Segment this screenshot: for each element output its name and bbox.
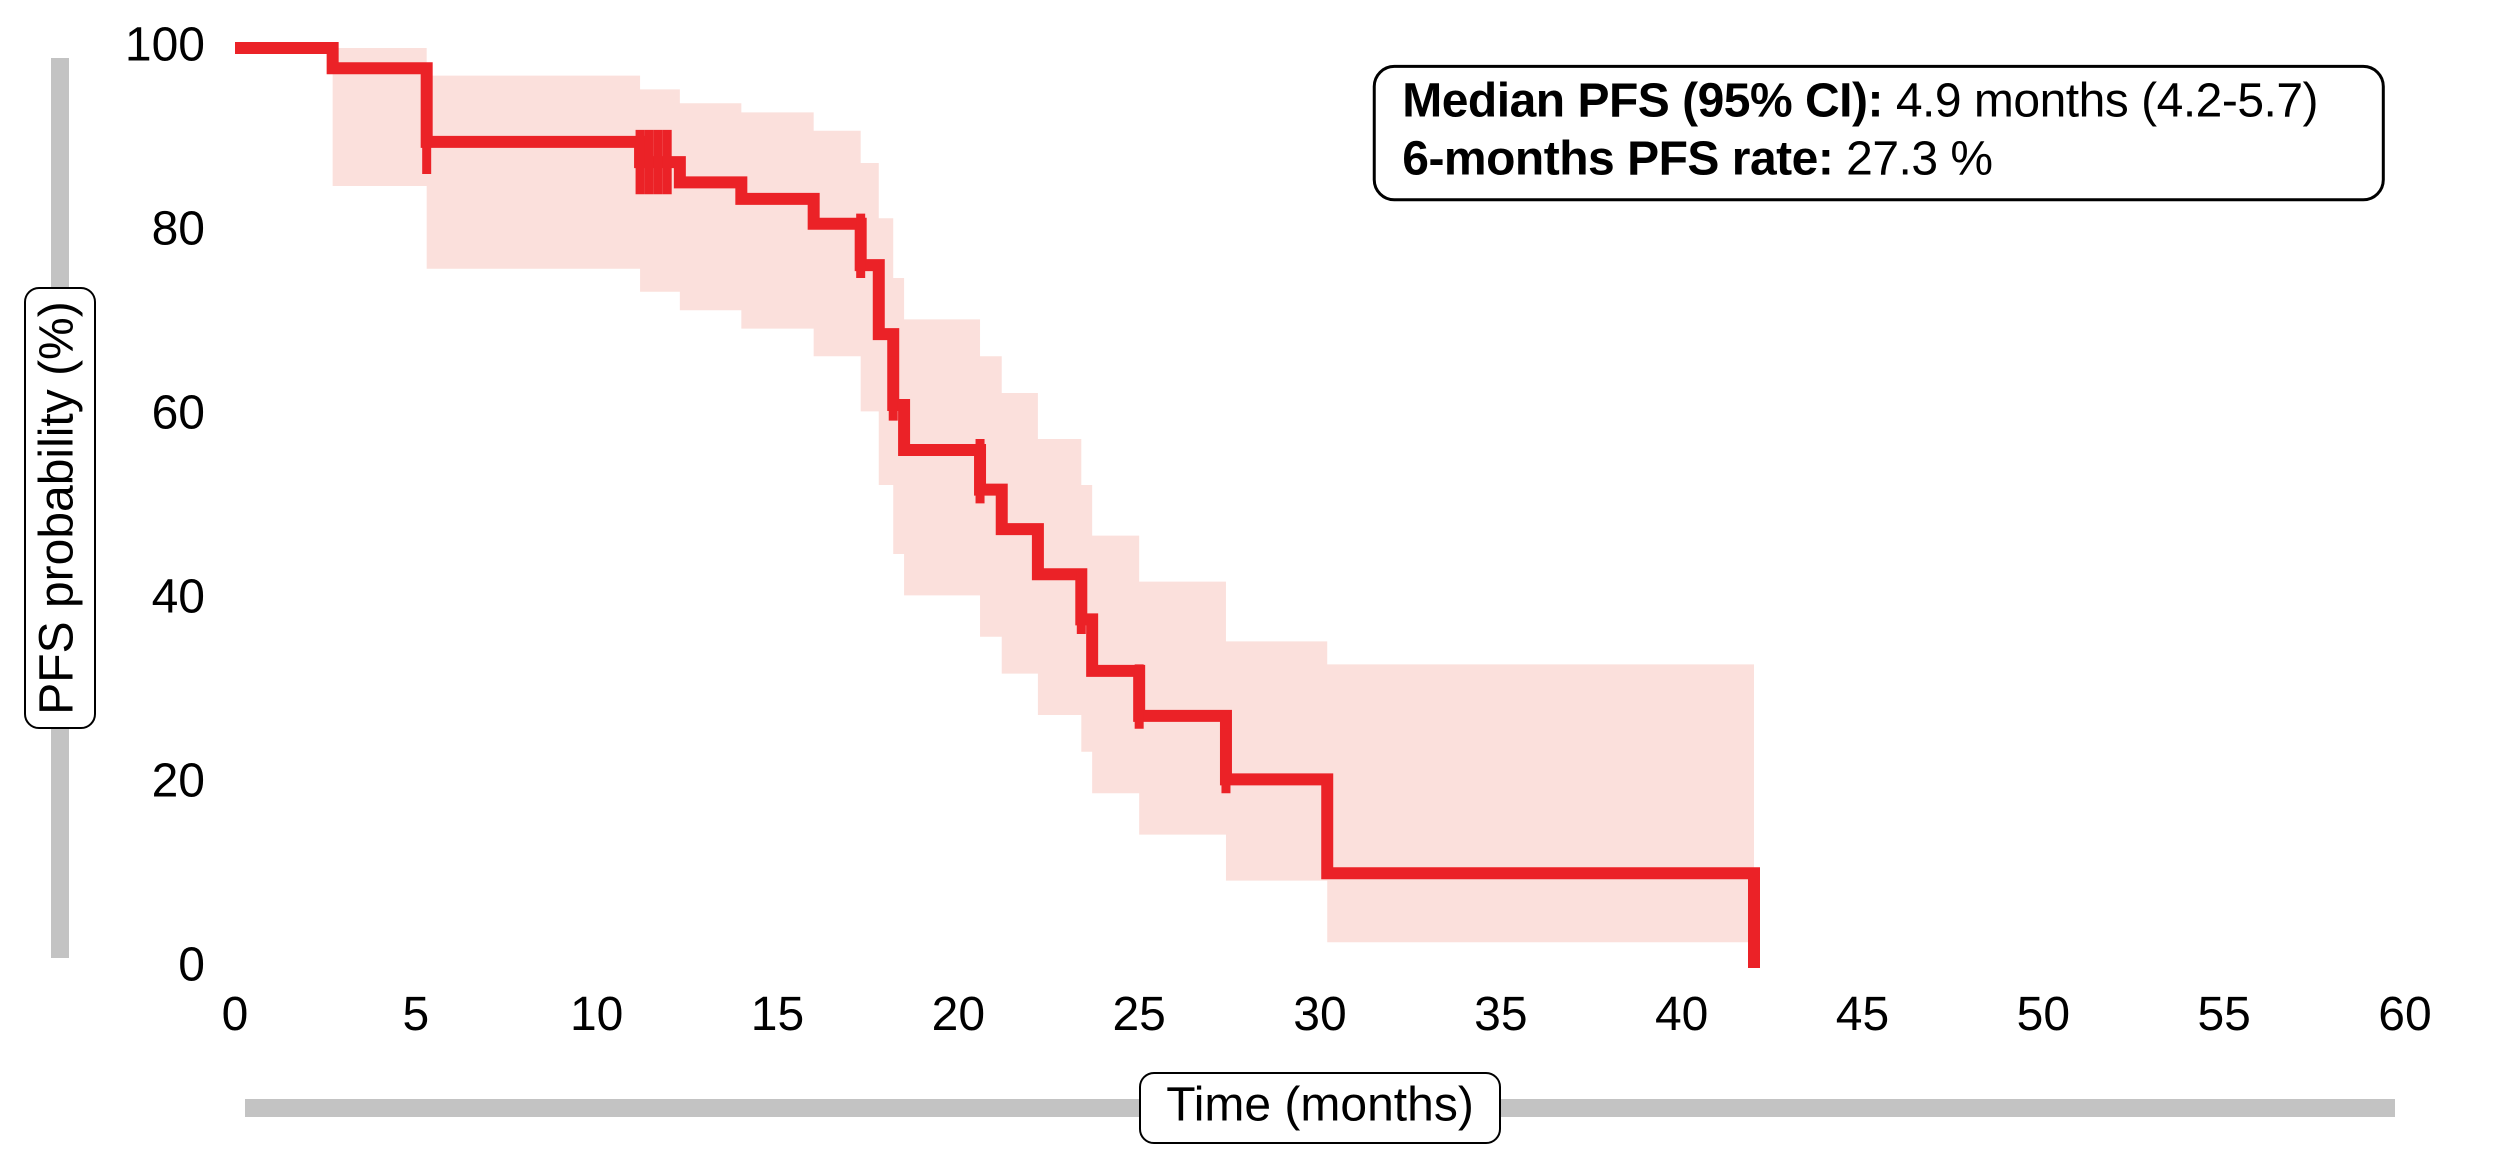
- x-tick-label: 25: [1112, 988, 1165, 1041]
- annotation-line: 6-months PFS rate: 27.3 %: [1402, 132, 1992, 185]
- y-tick-label: 60: [152, 387, 205, 440]
- x-tick-label: 55: [2197, 988, 2250, 1041]
- y-tick-label: 40: [152, 571, 205, 624]
- annotation-line: Median PFS (95% CI): 4.9 months (4.2-5.7…: [1402, 74, 2318, 127]
- x-axis-title: Time (months): [1166, 1079, 1474, 1132]
- x-tick-label: 30: [1293, 988, 1346, 1041]
- x-tick-label: 60: [2378, 988, 2431, 1041]
- x-tick-label: 40: [1655, 988, 1708, 1041]
- x-tick-label: 35: [1474, 988, 1527, 1041]
- x-tick-label: 50: [2017, 988, 2070, 1041]
- y-tick-label: 80: [152, 203, 205, 256]
- y-tick-label: 20: [152, 755, 205, 808]
- y-tick-label: 0: [178, 939, 205, 992]
- x-tick-label: 15: [751, 988, 804, 1041]
- km-chart-svg: 0 20 40 60 80 100 0 5 10 15 20 25 30 35 40 45 50 55 60 Medi…: [0, 0, 2512, 1167]
- x-tick-label: 20: [932, 988, 985, 1041]
- x-tick-label: 10: [570, 988, 623, 1041]
- x-tick-label: 5: [402, 988, 429, 1041]
- x-tick-label: 0: [222, 988, 249, 1041]
- x-tick-label: 45: [1836, 988, 1889, 1041]
- km-chart: 0 20 40 60 80 100 0 5 10 15 20 25 30 35 40 45 50 55 60 Medi…: [0, 0, 2512, 1167]
- y-tick-label: 100: [125, 19, 205, 72]
- y-axis-title: PFS probability (%): [31, 301, 84, 714]
